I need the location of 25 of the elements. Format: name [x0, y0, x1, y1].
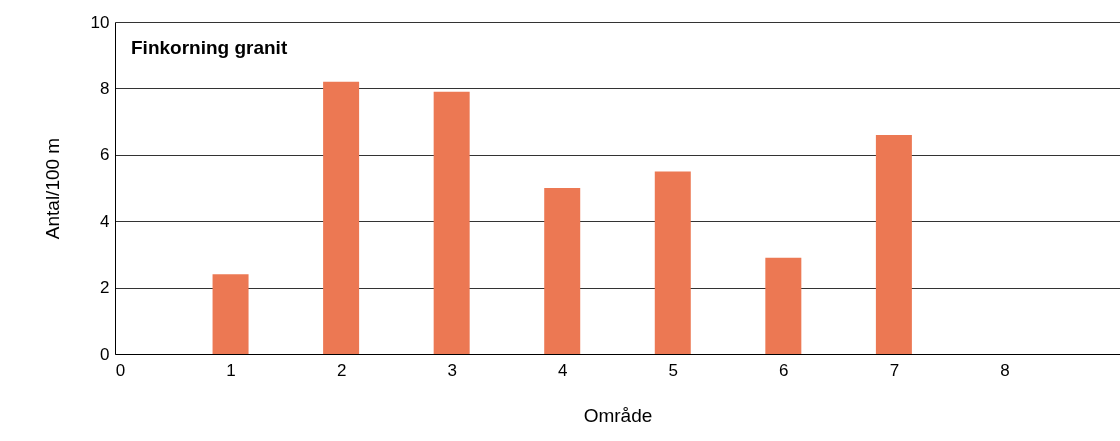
x-tick-label: 7: [889, 360, 900, 380]
y-tick-label: 2: [100, 278, 110, 298]
y-tick-label: 6: [100, 145, 110, 165]
x-tick-label: 4: [557, 360, 568, 380]
x-tick-label: 0: [115, 360, 126, 380]
bar: [654, 171, 691, 354]
bar: [765, 257, 802, 354]
x-tick-label: 2: [336, 360, 347, 380]
y-tick-label: 0: [100, 344, 110, 364]
bar: [433, 91, 470, 354]
x-tick-label: 8: [1000, 360, 1010, 380]
bar: [544, 188, 581, 354]
x-tick-label: 3: [447, 360, 457, 380]
x-axis-title: Område: [583, 404, 653, 426]
x-tick-label: 5: [668, 360, 679, 380]
y-tick-label: 8: [100, 78, 110, 98]
x-tick-label: 6: [779, 360, 789, 380]
bar: [212, 274, 249, 354]
y-axis-title: Antal/100 m: [41, 137, 63, 240]
text: Finkorning granit: [131, 37, 288, 58]
y-tick-label: 4: [100, 211, 110, 231]
bar: [323, 81, 360, 354]
x-tick-label: 1: [226, 360, 236, 380]
bar: [875, 134, 912, 354]
y-tick-label: 10: [90, 12, 110, 32]
